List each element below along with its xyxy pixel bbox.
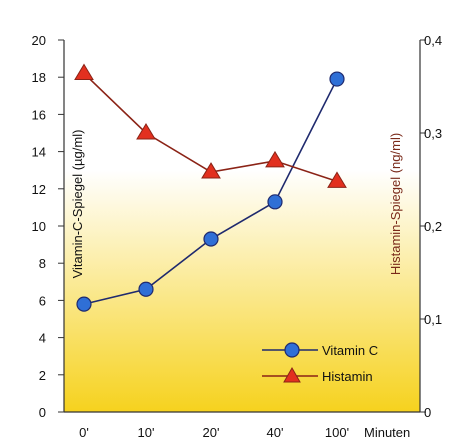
legend: Vitamin C Histamin bbox=[262, 342, 378, 384]
legend-marker-vitamin-c bbox=[284, 342, 300, 358]
series-layer bbox=[74, 63, 347, 312]
x-tick-label: 100' bbox=[325, 425, 349, 440]
data-point-histamin bbox=[327, 171, 347, 188]
left-tick-label: 0 bbox=[39, 405, 46, 420]
x-tick-label: 0' bbox=[79, 425, 89, 440]
data-point-histamin bbox=[136, 123, 156, 140]
legend-label-vitamin-c: Vitamin C bbox=[322, 343, 378, 358]
left-tick-label: 12 bbox=[32, 182, 46, 197]
legend-label-histamin: Histamin bbox=[322, 369, 373, 384]
left-axis-ticks: 0 2 4 6 8 10 12 14 16 18 20 bbox=[32, 33, 64, 420]
data-point-histamin bbox=[265, 150, 285, 168]
data-point-vitamin-c bbox=[329, 71, 345, 87]
left-tick-label: 2 bbox=[39, 368, 46, 383]
data-point-vitamin-c bbox=[138, 281, 154, 297]
left-tick-label: 6 bbox=[39, 293, 46, 308]
x-tick-label: 20' bbox=[203, 425, 220, 440]
left-tick-label: 16 bbox=[32, 107, 46, 122]
left-tick-label: 14 bbox=[32, 145, 46, 160]
x-tick-label: 10' bbox=[138, 425, 155, 440]
data-point-vitamin-c bbox=[76, 296, 92, 312]
left-tick-label: 4 bbox=[39, 331, 46, 346]
data-point-histamin bbox=[201, 162, 221, 179]
y-axis-left-label: Vitamin-C-Spiegel (µg/ml) bbox=[70, 130, 85, 279]
right-tick-label: 0 bbox=[424, 405, 431, 420]
right-tick-label: 0,1 bbox=[424, 312, 442, 327]
left-tick-label: 18 bbox=[32, 70, 46, 85]
x-tick-label: 40' bbox=[267, 425, 284, 440]
y-axis-right-label: Histamin-Spiegel (ng/ml) bbox=[388, 133, 403, 275]
right-tick-label: 0,2 bbox=[424, 219, 442, 234]
left-tick-label: 8 bbox=[39, 256, 46, 271]
right-tick-label: 0,4 bbox=[424, 33, 442, 48]
left-tick-label: 10 bbox=[32, 219, 46, 234]
plot-background bbox=[64, 40, 420, 412]
legend-marker-histamin bbox=[283, 366, 301, 383]
right-tick-label: 0,3 bbox=[424, 126, 442, 141]
data-point-histamin bbox=[74, 63, 94, 80]
left-tick-label: 20 bbox=[32, 33, 46, 48]
x-axis-ticks: 0' 10' 20' 40' 100' bbox=[79, 425, 349, 440]
data-point-vitamin-c bbox=[267, 194, 283, 210]
right-axis-ticks: 0 0,1 0,2 0,3 0,4 bbox=[420, 33, 442, 420]
x-axis-label: Minuten bbox=[364, 425, 410, 440]
data-point-vitamin-c bbox=[203, 231, 219, 247]
